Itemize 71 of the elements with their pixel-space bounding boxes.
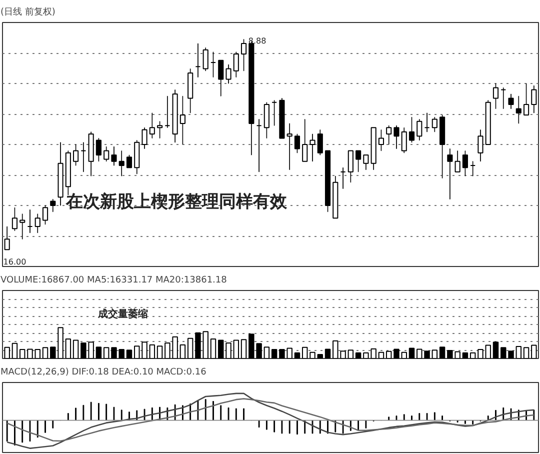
candlestick bbox=[516, 96, 522, 124]
candlestick bbox=[20, 214, 26, 240]
bar bbox=[4, 346, 10, 358]
bar bbox=[156, 346, 163, 358]
bar bbox=[294, 352, 300, 358]
chart-title: MACD(12,26,9) DIF:0.18 DEA:0.10 MACD:0.16 bbox=[0, 368, 207, 378]
bar bbox=[470, 352, 476, 358]
bar bbox=[432, 350, 438, 358]
bar bbox=[103, 347, 110, 358]
candlestick bbox=[80, 142, 86, 172]
bar bbox=[508, 350, 514, 358]
annotation: 8.88 bbox=[248, 36, 266, 46]
bar bbox=[378, 352, 384, 358]
text: 成交量萎缩 bbox=[96, 308, 148, 320]
bar bbox=[500, 347, 506, 358]
candlestick bbox=[27, 209, 33, 234]
bar bbox=[27, 348, 33, 358]
annotation: 在次新股上楔形整理同样有效 bbox=[64, 192, 288, 212]
bar bbox=[439, 346, 446, 358]
bar bbox=[271, 349, 278, 358]
bar bbox=[355, 352, 362, 358]
bar bbox=[492, 342, 499, 358]
bar bbox=[65, 338, 72, 358]
bar bbox=[42, 347, 48, 358]
bar bbox=[226, 342, 232, 358]
bar bbox=[34, 349, 40, 358]
bar bbox=[531, 344, 537, 358]
bar bbox=[310, 352, 316, 358]
bar bbox=[187, 338, 194, 358]
candlestick bbox=[310, 134, 316, 162]
candlestick bbox=[272, 100, 278, 126]
bar bbox=[324, 348, 331, 358]
bar bbox=[134, 346, 140, 358]
bar bbox=[149, 344, 156, 358]
bar bbox=[408, 348, 415, 358]
candlestick bbox=[447, 148, 453, 200]
bar bbox=[72, 340, 79, 358]
bar bbox=[348, 350, 354, 358]
bar bbox=[317, 354, 323, 358]
candlestick bbox=[286, 123, 292, 170]
candlestick bbox=[164, 96, 170, 128]
candlestick bbox=[470, 161, 476, 176]
bar bbox=[462, 352, 468, 358]
bar bbox=[96, 346, 102, 358]
candlestick bbox=[256, 119, 262, 172]
bar bbox=[218, 340, 224, 358]
candlestick bbox=[118, 150, 124, 176]
bar bbox=[516, 346, 522, 358]
candlestick bbox=[424, 112, 430, 132]
bar bbox=[240, 339, 247, 358]
bar bbox=[394, 348, 400, 358]
candlestick bbox=[156, 121, 163, 138]
bar bbox=[523, 347, 530, 358]
candlestick bbox=[195, 43, 201, 78]
chart-title: (日线 前复权) bbox=[0, 6, 56, 18]
bar bbox=[142, 342, 148, 358]
bar bbox=[386, 350, 392, 358]
candlestick bbox=[500, 87, 506, 109]
bar bbox=[126, 350, 132, 358]
bar bbox=[12, 342, 18, 358]
bar bbox=[233, 340, 240, 358]
chart-title: VOLUME:16867.00 MA5:16331.17 MA20:13861.18 bbox=[0, 276, 228, 286]
text: 16.00 bbox=[3, 257, 26, 266]
candlestick bbox=[340, 167, 346, 189]
bar bbox=[302, 346, 308, 358]
bar bbox=[19, 349, 26, 358]
bar bbox=[180, 344, 186, 358]
candlestick bbox=[180, 96, 186, 145]
bar bbox=[264, 346, 270, 358]
bar bbox=[210, 338, 216, 358]
bar bbox=[401, 352, 407, 358]
